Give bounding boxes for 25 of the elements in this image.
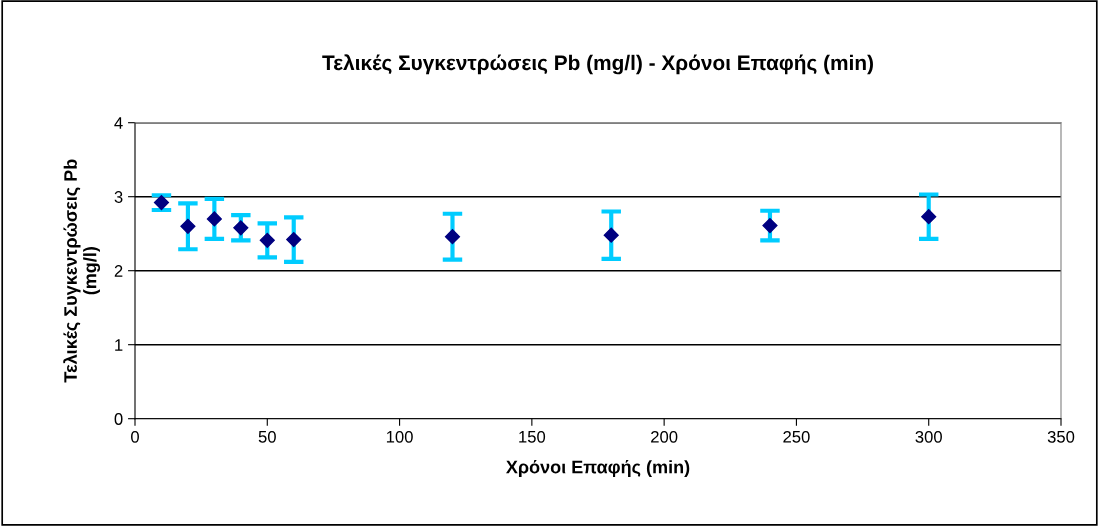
x-tick-label: 50 [258,430,276,443]
point [286,232,302,248]
x-tick-label: 0 [131,430,139,443]
x-tick-label: 150 [519,430,546,443]
x-tick-label: 250 [783,430,810,443]
x-tick-label: 200 [651,430,678,443]
x-tick-label: 100 [386,430,413,443]
chart-title: Τελικές Συγκεντρώσεις Pb (mg/l) - Χρόνοι Επαφής (min) [322,54,873,75]
point [762,217,778,234]
point [233,220,249,236]
point [603,227,619,243]
point [180,218,196,234]
x-tick-label: 350 [1047,430,1075,443]
point [921,209,937,225]
y-axis-title: Τελικές Συγκεντρώσεις Pb (mg/l) [63,159,101,383]
point [444,229,461,245]
point [259,232,275,248]
point [206,211,222,227]
y-tick-label: 2 [114,265,123,277]
y-tick-label: 1 [115,339,123,351]
y-tick-label: 0 [114,413,123,425]
y-tick-label: 3 [114,191,123,203]
x-axis-title: Χρόνοι Επαφής (min) [506,459,690,477]
x-tick-label: 300 [915,430,942,443]
y-tick-label: 4 [114,117,123,129]
